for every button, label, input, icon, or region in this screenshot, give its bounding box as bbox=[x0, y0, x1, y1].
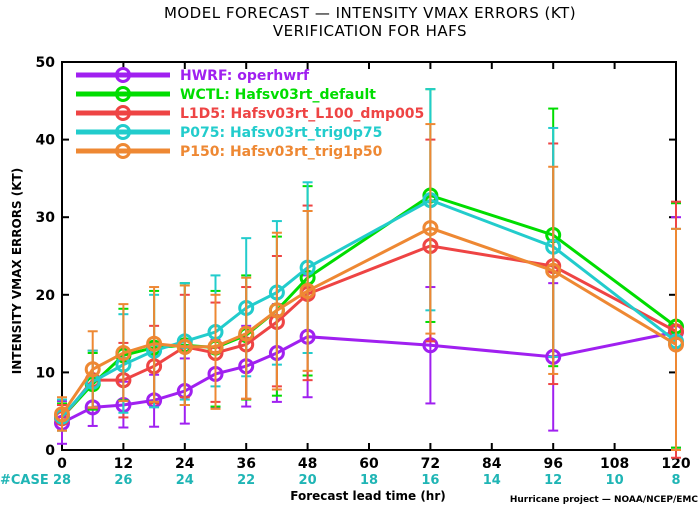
footer-credit: Hurricane project — NOAA/NCEP/EMC bbox=[510, 495, 699, 505]
y-tick-label: 50 bbox=[36, 55, 56, 71]
case-count-label: 14 bbox=[483, 473, 501, 488]
case-count-label: 8 bbox=[671, 473, 680, 488]
legend-marker bbox=[115, 124, 131, 140]
x-tick-label: 60 bbox=[359, 456, 379, 472]
legend-marker bbox=[115, 143, 131, 159]
case-count-label: 24 bbox=[176, 473, 194, 488]
case-count-label: 18 bbox=[360, 473, 378, 488]
data-point bbox=[176, 338, 193, 355]
chart-title-line2: VERIFICATION FOR HAFS bbox=[273, 22, 467, 40]
legend-marker bbox=[115, 105, 131, 121]
case-count-label: 22 bbox=[237, 473, 255, 488]
chart-title-line1: MODEL FORECAST — INTENSITY VMAX ERRORS (… bbox=[164, 4, 576, 22]
x-tick-label: 84 bbox=[482, 456, 502, 472]
legend-item-0: HWRF: operhwrf bbox=[76, 67, 310, 84]
data-point bbox=[422, 220, 439, 237]
legend-item-2: L1D5: Hafsv03rt_L100_dmp005 bbox=[76, 105, 424, 122]
x-tick-label: 36 bbox=[236, 456, 255, 472]
legend-label: P075: Hafsv03rt_trig0p75 bbox=[180, 125, 382, 141]
x-tick-label: 48 bbox=[298, 456, 317, 472]
case-count-label: 20 bbox=[299, 473, 317, 488]
y-tick-label: 10 bbox=[36, 365, 56, 381]
x-tick-label: 24 bbox=[175, 456, 195, 472]
data-point bbox=[146, 335, 163, 352]
data-point bbox=[54, 406, 70, 423]
x-tick-label: 96 bbox=[543, 456, 562, 472]
case-count-label: 12 bbox=[544, 473, 562, 488]
series-layer bbox=[54, 88, 684, 459]
series-0 bbox=[54, 216, 684, 449]
data-point bbox=[207, 338, 224, 355]
y-tick-label: 0 bbox=[45, 443, 55, 459]
x-tick-label: 72 bbox=[421, 456, 440, 472]
legend-marker bbox=[115, 86, 131, 102]
x-tick-label: 0 bbox=[57, 456, 67, 472]
data-point bbox=[115, 345, 132, 361]
legend-item-3: P075: Hafsv03rt_trig0p75 bbox=[76, 124, 382, 141]
y-tick-label: 40 bbox=[36, 133, 56, 149]
legend-item-4: P150: Hafsv03rt_trig1p50 bbox=[76, 143, 383, 160]
y-axis-label: INTENSITY VMAX ERRORS (KT) bbox=[10, 168, 24, 374]
legend-label: L1D5: Hafsv03rt_L100_dmp005 bbox=[180, 106, 424, 122]
legend-label: WCTL: Hafsv03rt_default bbox=[180, 87, 376, 103]
data-point bbox=[84, 361, 101, 378]
data-point bbox=[299, 282, 316, 299]
data-point bbox=[268, 302, 285, 319]
legend-label: HWRF: operhwrf bbox=[180, 68, 310, 84]
data-point bbox=[668, 336, 684, 353]
case-count-label: 26 bbox=[114, 473, 132, 488]
series-2 bbox=[54, 138, 684, 459]
y-tick-label: 20 bbox=[36, 288, 56, 304]
data-point bbox=[545, 262, 562, 279]
case-count-label: 10 bbox=[606, 473, 624, 488]
legend-item-1: WCTL: Hafsv03rt_default bbox=[76, 86, 376, 103]
legend: HWRF: operhwrf WCTL: Hafsv03rt_default L1D… bbox=[76, 67, 424, 160]
case-count-label: 28 bbox=[53, 473, 71, 488]
x-tick-label: 108 bbox=[600, 456, 629, 472]
legend-label: P150: Hafsv03rt_trig1p50 bbox=[180, 144, 383, 160]
case-count-label: 16 bbox=[421, 473, 439, 488]
x-axis-label: Forecast lead time (hr) bbox=[290, 489, 446, 503]
x-tick-label: 120 bbox=[661, 456, 690, 472]
y-tick-label: 30 bbox=[36, 210, 56, 226]
legend-marker bbox=[115, 67, 131, 83]
case-label: #CASE bbox=[0, 473, 49, 488]
series-4 bbox=[54, 123, 684, 451]
x-tick-label: 12 bbox=[114, 456, 133, 472]
data-point bbox=[238, 325, 255, 342]
